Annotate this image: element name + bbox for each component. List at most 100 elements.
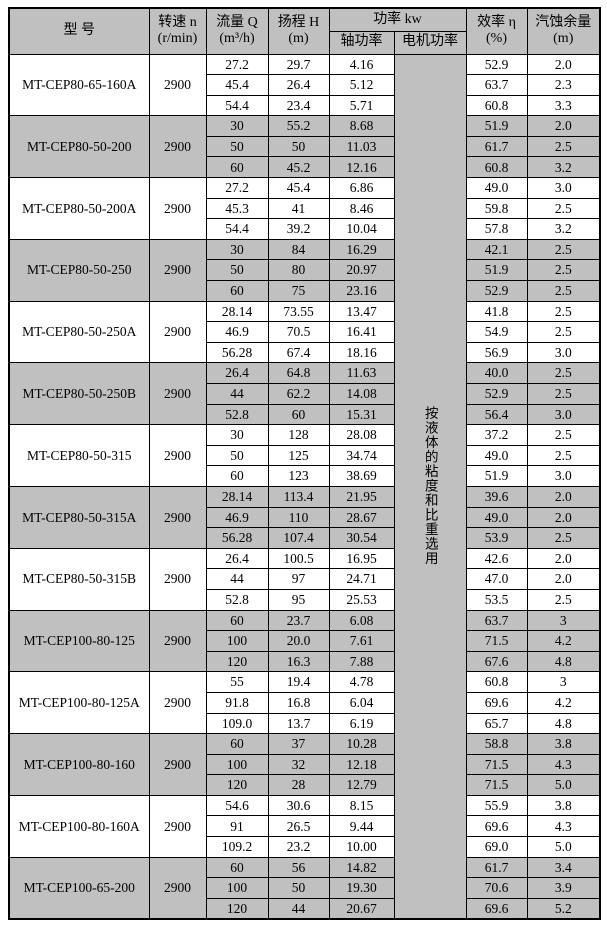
head-cell: 97 <box>267 568 330 590</box>
header-efficiency-line1: 效率 η <box>477 15 516 31</box>
speed-cell: 2900 <box>148 547 207 611</box>
npsh-cell: 5.0 <box>526 774 601 796</box>
flow-cell: 109.0 <box>205 712 269 735</box>
shaft-power-cell: 21.95 <box>328 485 395 508</box>
npsh-cell: 4.2 <box>526 630 601 652</box>
flow-cell: 27.2 <box>205 53 269 76</box>
shaft-power-cell: 9.44 <box>328 815 395 838</box>
model-cell: MT-CEP100-80-160A <box>8 794 150 858</box>
model-cell: MT-CEP100-80-160 <box>8 733 150 796</box>
speed-cell: 2900 <box>148 424 207 487</box>
head-cell: 67.4 <box>267 341 330 364</box>
table-row: 120 16.3 7.88 67.6 4.8 <box>9 650 601 673</box>
flow-cell: 56.28 <box>205 341 269 364</box>
head-cell: 28 <box>267 774 330 796</box>
head-cell: 16.8 <box>267 691 330 714</box>
npsh-cell: 3 <box>526 671 601 693</box>
head-cell: 100.5 <box>267 547 330 570</box>
head-cell: 50 <box>267 135 330 158</box>
head-cell: 23.2 <box>267 836 330 858</box>
speed-cell: 2900 <box>148 115 207 179</box>
model-cell: MT-CEP100-80-125 <box>8 609 150 673</box>
efficiency-cell: 60.8 <box>465 94 528 117</box>
header-speed: 转速 n (r/min) <box>148 7 207 55</box>
flow-cell: 28.14 <box>205 300 269 323</box>
shaft-power-cell: 6.04 <box>328 691 395 714</box>
efficiency-cell: 52.9 <box>465 280 528 302</box>
efficiency-cell: 69.6 <box>465 815 528 838</box>
motor-power-note-cell: 按液体的粘度和比重选用 <box>393 53 467 920</box>
table-row: MT-CEP100-80-160 2900 60 37 10.28 58.8 3.8 <box>8 733 601 796</box>
header-npsh-line2: (m) <box>553 31 574 47</box>
npsh-cell: 3.0 <box>526 341 601 364</box>
shaft-power-cell: 7.88 <box>328 650 395 673</box>
npsh-cell: 5.0 <box>526 836 601 858</box>
head-cell: 110 <box>267 506 330 529</box>
efficiency-cell: 63.7 <box>465 74 528 96</box>
table-row: MT-CEP100-80-125A 2900 55 19.4 4.78 60.8 3 <box>8 671 601 735</box>
head-cell: 45.2 <box>267 156 330 179</box>
table-row: MT-CEP80-50-200A 2900 27.2 45.4 6.86 49.0 3.0 <box>8 177 601 240</box>
npsh-cell: 2.0 <box>526 115 601 137</box>
head-cell: 13.7 <box>267 712 330 735</box>
efficiency-cell: 39.6 <box>465 485 528 508</box>
efficiency-cell: 52.9 <box>465 383 528 405</box>
shaft-power-cell: 28.08 <box>328 424 395 446</box>
efficiency-cell: 60.8 <box>465 156 528 179</box>
table-row: 50 125 34.74 49.0 2.5 <box>9 444 601 467</box>
shaft-power-cell: 5.12 <box>328 74 395 96</box>
header-speed-line1: 转速 n <box>158 15 197 31</box>
efficiency-cell: 60.8 <box>465 671 528 693</box>
table-row: 44 62.2 14.08 52.9 2.5 <box>9 383 601 405</box>
head-cell: 45.4 <box>267 177 330 199</box>
shaft-power-cell: 6.86 <box>328 177 395 199</box>
shaft-power-cell: 5.71 <box>328 94 395 117</box>
flow-cell: 45.3 <box>205 197 269 220</box>
flow-cell: 28.14 <box>205 485 269 508</box>
table-row: 60 75 23.16 52.9 2.5 <box>9 280 601 302</box>
table-row: 100 50 19.30 70.6 3.9 <box>9 877 601 899</box>
shaft-power-cell: 13.47 <box>328 300 395 323</box>
shaft-power-cell: 23.16 <box>328 280 395 302</box>
flow-cell: 30 <box>205 238 269 261</box>
head-cell: 41 <box>267 197 330 220</box>
head-cell: 55.2 <box>267 115 330 137</box>
npsh-cell: 3.0 <box>526 403 601 426</box>
model-cell: MT-CEP100-65-200 <box>8 856 150 920</box>
table-row: 52.8 60 15.31 56.4 3.0 <box>9 403 601 426</box>
head-cell: 70.5 <box>267 321 330 343</box>
header-npsh-line1: 汽蚀余量 <box>535 15 592 31</box>
npsh-cell: 2.5 <box>526 259 601 282</box>
flow-cell: 120 <box>205 774 269 796</box>
npsh-cell: 3 <box>526 609 601 632</box>
npsh-cell: 2.5 <box>526 197 601 220</box>
efficiency-cell: 42.6 <box>465 547 528 570</box>
head-cell: 95 <box>267 588 330 611</box>
efficiency-cell: 49.0 <box>465 177 528 199</box>
table-body: MT-CEP80-65-160A 2900 27.2 29.7 4.16 按液体的粘度和比… <box>8 53 601 920</box>
table-row: MT-CEP100-80-160A 2900 54.6 30.6 8.15 55.9 3.8 <box>8 794 601 858</box>
efficiency-cell: 52.9 <box>465 53 528 76</box>
head-cell: 19.4 <box>267 671 330 693</box>
shaft-power-cell: 25.53 <box>328 588 395 611</box>
shaft-power-cell: 30.54 <box>328 527 395 549</box>
shaft-power-cell: 18.16 <box>328 341 395 364</box>
efficiency-cell: 53.9 <box>465 527 528 549</box>
head-cell: 107.4 <box>267 527 330 549</box>
flow-cell: 56.28 <box>205 527 269 549</box>
npsh-cell: 3.0 <box>526 177 601 199</box>
speed-cell: 2900 <box>148 485 207 549</box>
table-row: MT-CEP80-50-200 2900 30 55.2 8.68 51.9 2.0 <box>8 115 601 179</box>
head-cell: 84 <box>267 238 330 261</box>
flow-cell: 50 <box>205 259 269 282</box>
efficiency-cell: 63.7 <box>465 609 528 632</box>
efficiency-cell: 51.9 <box>465 465 528 487</box>
npsh-cell: 2.5 <box>526 362 601 384</box>
npsh-cell: 3.4 <box>526 856 601 879</box>
header-npsh: 汽蚀余量 (m) <box>526 7 601 55</box>
shaft-power-cell: 16.29 <box>328 238 395 261</box>
shaft-power-cell: 11.03 <box>328 135 395 158</box>
npsh-cell: 2.5 <box>526 238 601 261</box>
header-row-2: 轴功率 电机功率 <box>9 30 600 55</box>
